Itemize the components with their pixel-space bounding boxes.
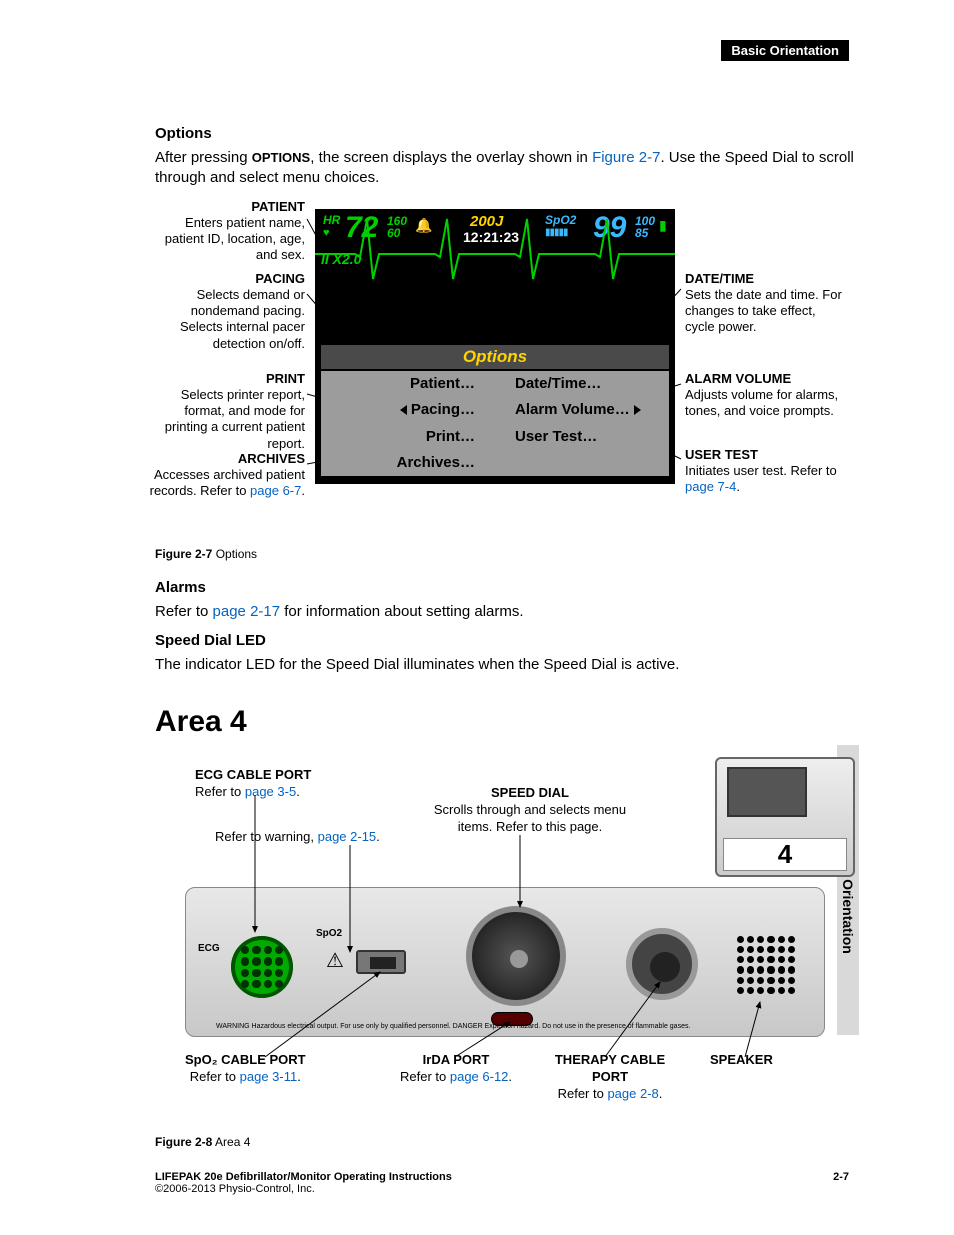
- txt: Refer to: [155, 603, 213, 620]
- caption-bold: Figure 2-7: [155, 547, 212, 561]
- menu-print[interactable]: Print…: [321, 423, 495, 449]
- header-section: Basic Orientation: [721, 40, 849, 61]
- callout-speaker: SPEAKER: [710, 1052, 773, 1069]
- txt: , the screen displays the overlay shown …: [310, 149, 592, 166]
- callout-title: SPEAKER: [710, 1052, 773, 1069]
- device-screen: HR ♥ 72 16060 🔔 200J 12:21:23 SpO2 ▮▮▮▮▮…: [315, 209, 675, 484]
- options-kw: OPTIONS: [252, 150, 311, 165]
- txt: Refer to: [400, 1069, 450, 1084]
- page-content: Options After pressing OPTIONS, the scre…: [155, 125, 855, 1149]
- page-number: 2-7: [833, 1171, 849, 1183]
- options-menu: Patient… Date/Time… Pacing… Alarm Volume…: [321, 371, 669, 476]
- options-bar: Options: [321, 345, 669, 369]
- callout-title: IrDA PORT: [400, 1052, 512, 1069]
- pointer-icon: [400, 405, 407, 415]
- menu-pacing[interactable]: Pacing…: [321, 397, 495, 423]
- options-heading: Options: [155, 125, 855, 142]
- menu-usertest[interactable]: User Test…: [495, 423, 669, 449]
- menu-label: Archives…: [397, 454, 475, 471]
- figure-2-8: ECG CABLE PORT Refer to page 3-5. Refer …: [155, 757, 855, 1127]
- txt: After pressing: [155, 149, 252, 166]
- area4-title: Area 4: [155, 705, 855, 739]
- callout-title: SpO₂ CABLE PORT: [185, 1052, 306, 1069]
- page-link[interactable]: page 3-11: [240, 1069, 298, 1084]
- menu-label: Pacing…: [411, 401, 475, 418]
- caption-rest: Area 4: [212, 1135, 250, 1149]
- callout-therapy-port: THERAPY CABLE PORT Refer to page 2-8.: [545, 1052, 675, 1103]
- menu-patient[interactable]: Patient…: [321, 371, 495, 397]
- alarms-body: Refer to page 2-17 for information about…: [155, 602, 855, 622]
- ecg-waveform: [315, 209, 675, 284]
- txt: Refer to: [190, 1069, 240, 1084]
- page-link[interactable]: page 6-12: [450, 1069, 509, 1084]
- pointer-icon: [634, 405, 641, 415]
- menu-label: Date/Time…: [515, 375, 601, 392]
- menu-empty: [495, 449, 669, 475]
- txt: .: [297, 1069, 301, 1084]
- fig28-caption: Figure 2-8 Area 4: [155, 1135, 855, 1149]
- figure-2-7: PATIENT Enters patient name, patient ID,…: [155, 199, 855, 539]
- figure-link[interactable]: Figure 2-7: [592, 149, 660, 166]
- footer-copyright: ©2006-2013 Physio-Control, Inc.: [155, 1183, 315, 1195]
- page-link[interactable]: page 2-8: [607, 1086, 658, 1101]
- menu-label: Print…: [426, 428, 475, 445]
- callout-title: THERAPY CABLE PORT: [545, 1052, 675, 1086]
- speed-body: The indicator LED for the Speed Dial ill…: [155, 655, 855, 675]
- txt: .: [659, 1086, 663, 1101]
- fig27-caption: Figure 2-7 Options: [155, 547, 855, 561]
- callout-irda-port: IrDA PORT Refer to page 6-12.: [400, 1052, 512, 1086]
- caption-bold: Figure 2-8: [155, 1135, 212, 1149]
- txt: for information about setting alarms.: [280, 603, 523, 620]
- menu-label: Patient…: [410, 375, 475, 392]
- alarms-heading: Alarms: [155, 579, 855, 596]
- menu-datetime[interactable]: Date/Time…: [495, 371, 669, 397]
- menu-label: User Test…: [515, 428, 597, 445]
- caption-rest: Options: [212, 547, 257, 561]
- menu-archives[interactable]: Archives…: [321, 449, 495, 475]
- page-link[interactable]: page 2-17: [213, 603, 281, 620]
- menu-label: Alarm Volume…: [515, 401, 630, 418]
- txt: Refer to: [558, 1086, 608, 1101]
- footer-title: LIFEPAK 20e Defibrillator/Monitor Operat…: [155, 1171, 452, 1183]
- txt: .: [508, 1069, 512, 1084]
- speed-heading: Speed Dial LED: [155, 632, 855, 649]
- page-footer: LIFEPAK 20e Defibrillator/Monitor Operat…: [155, 1171, 849, 1195]
- menu-alarmvolume[interactable]: Alarm Volume…: [495, 397, 669, 423]
- callout-spo2-port: SpO₂ CABLE PORT Refer to page 3-11.: [185, 1052, 306, 1086]
- options-intro: After pressing OPTIONS, the screen displ…: [155, 148, 855, 189]
